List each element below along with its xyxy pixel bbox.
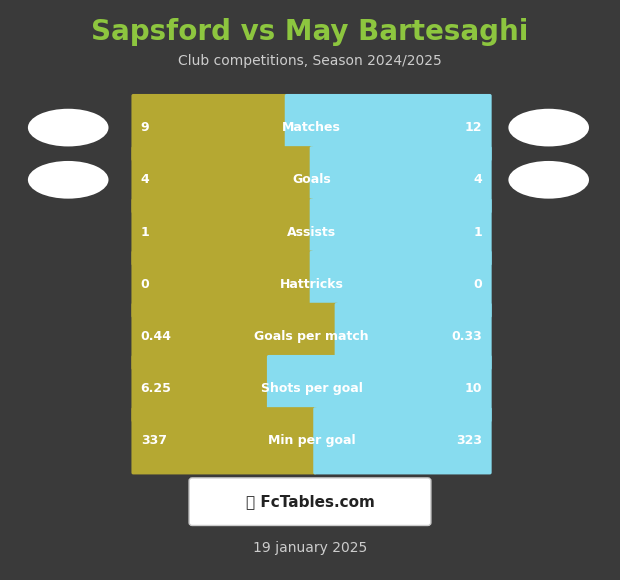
Text: Goals per match: Goals per match [254, 330, 369, 343]
FancyBboxPatch shape [285, 94, 492, 161]
Text: 0: 0 [474, 278, 482, 291]
FancyBboxPatch shape [189, 478, 431, 525]
FancyBboxPatch shape [335, 303, 492, 370]
Text: 323: 323 [456, 434, 482, 447]
Text: 337: 337 [141, 434, 167, 447]
Text: 4: 4 [141, 173, 149, 186]
FancyBboxPatch shape [131, 94, 288, 161]
Ellipse shape [28, 161, 108, 198]
FancyBboxPatch shape [309, 198, 492, 266]
Text: Min per goal: Min per goal [268, 434, 355, 447]
FancyBboxPatch shape [309, 146, 492, 213]
Text: Hattricks: Hattricks [280, 278, 343, 291]
FancyBboxPatch shape [131, 146, 313, 213]
FancyBboxPatch shape [131, 198, 313, 266]
FancyBboxPatch shape [131, 303, 339, 370]
Text: 1: 1 [141, 226, 149, 238]
Ellipse shape [508, 161, 589, 198]
Text: 0.44: 0.44 [141, 330, 172, 343]
Text: 0.33: 0.33 [451, 330, 482, 343]
Ellipse shape [28, 109, 108, 147]
Text: 4: 4 [474, 173, 482, 186]
FancyBboxPatch shape [131, 407, 317, 474]
Text: Shots per goal: Shots per goal [260, 382, 363, 395]
Text: 10: 10 [465, 382, 482, 395]
Text: 1: 1 [474, 226, 482, 238]
FancyBboxPatch shape [267, 355, 492, 422]
FancyBboxPatch shape [313, 407, 492, 474]
Text: Assists: Assists [287, 226, 336, 238]
Text: 🏦 FcTables.com: 🏦 FcTables.com [246, 494, 374, 509]
Text: 19 january 2025: 19 january 2025 [253, 541, 367, 555]
Text: 12: 12 [465, 121, 482, 134]
Text: Club competitions, Season 2024/2025: Club competitions, Season 2024/2025 [178, 54, 442, 68]
Text: 9: 9 [141, 121, 149, 134]
Text: Matches: Matches [282, 121, 341, 134]
Text: 0: 0 [141, 278, 149, 291]
Text: Goals: Goals [292, 173, 331, 186]
Ellipse shape [508, 109, 589, 147]
FancyBboxPatch shape [131, 251, 313, 318]
Text: Sapsford vs May Bartesaghi: Sapsford vs May Bartesaghi [91, 18, 529, 46]
Text: 6.25: 6.25 [141, 382, 172, 395]
FancyBboxPatch shape [309, 251, 492, 318]
FancyBboxPatch shape [131, 355, 270, 422]
